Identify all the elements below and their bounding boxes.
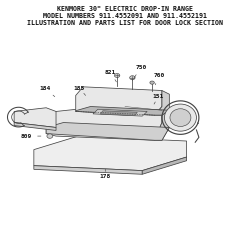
Polygon shape (76, 87, 162, 115)
Text: 809: 809 (21, 134, 41, 138)
Ellipse shape (150, 81, 154, 84)
Text: 178: 178 (100, 169, 111, 179)
Polygon shape (46, 122, 169, 140)
Text: MODEL NUMBERS 911.4552091 AND 911.4552191: MODEL NUMBERS 911.4552091 AND 911.455219… (43, 13, 207, 19)
Polygon shape (34, 136, 186, 170)
Polygon shape (14, 108, 56, 128)
Ellipse shape (130, 76, 135, 80)
Ellipse shape (170, 109, 191, 126)
Text: 760: 760 (154, 73, 165, 85)
Ellipse shape (164, 104, 196, 131)
Text: 185: 185 (74, 86, 86, 96)
Polygon shape (154, 90, 169, 115)
Ellipse shape (47, 134, 53, 138)
Text: 151: 151 (153, 94, 164, 104)
Polygon shape (100, 111, 137, 116)
Text: 184: 184 (39, 86, 55, 97)
Polygon shape (93, 109, 147, 116)
Text: KENMORE 30" ELECTRIC DROP-IN RANGE: KENMORE 30" ELECTRIC DROP-IN RANGE (57, 6, 193, 12)
Text: ILLUSTRATION AND PARTS LIST FOR DOOR LOCK SECTION: ILLUSTRATION AND PARTS LIST FOR DOOR LOC… (27, 20, 223, 26)
Polygon shape (154, 106, 169, 140)
Text: 750: 750 (134, 64, 147, 78)
Polygon shape (76, 106, 169, 115)
Polygon shape (34, 166, 142, 174)
Polygon shape (142, 157, 186, 174)
Text: 821: 821 (104, 70, 117, 82)
Polygon shape (14, 122, 56, 130)
Polygon shape (46, 103, 162, 140)
Ellipse shape (114, 74, 120, 78)
